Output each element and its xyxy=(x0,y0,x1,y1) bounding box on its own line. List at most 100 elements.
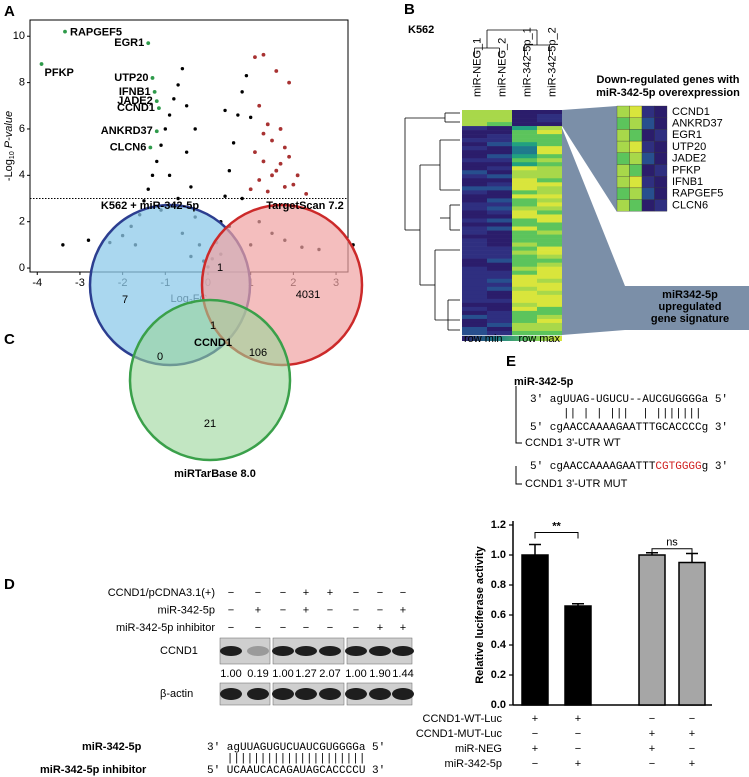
condition-sign: − xyxy=(327,604,333,616)
point xyxy=(287,154,291,159)
heatmap-cell xyxy=(487,230,512,235)
bracket xyxy=(515,386,522,444)
y-tick-label: 1.0 xyxy=(491,549,506,561)
heatmap-cell xyxy=(512,150,537,155)
heatmap-cell xyxy=(462,318,487,324)
gene-label: EGR1 xyxy=(114,37,144,49)
base-pairs: || | | ||| | ||||||| xyxy=(530,408,702,420)
heatmap-cell xyxy=(487,278,512,284)
heatmap-cell xyxy=(512,290,537,296)
condition-label: miR-342-5p inhibitor xyxy=(116,622,215,634)
band-ratio: 2.07 xyxy=(319,668,340,680)
heatmap-cell xyxy=(487,166,512,171)
zoom-cell xyxy=(654,129,668,142)
heatmap-cell xyxy=(462,118,487,123)
band xyxy=(319,688,341,700)
heatmap-cell xyxy=(462,270,487,276)
heatmap-cell xyxy=(537,286,562,292)
heatmap-cell xyxy=(537,270,562,276)
heatmap-cell xyxy=(512,182,537,187)
zoom-cell xyxy=(616,187,630,200)
heatmap-cell xyxy=(462,262,487,267)
y-axis-label-part: -Log xyxy=(3,159,15,181)
seq-label: CCND1 3'-UTR MUT xyxy=(525,478,628,490)
zoom-cell xyxy=(629,187,643,200)
heatmap-cell xyxy=(537,134,562,139)
condition-sign: − xyxy=(255,622,261,634)
heatmap-cell xyxy=(462,274,487,280)
heatmap-cell xyxy=(462,146,487,151)
condition-sign: − xyxy=(649,713,655,725)
heatmap-cell xyxy=(487,234,512,239)
heatmap-cell xyxy=(537,246,562,251)
gene-label: UTP20 xyxy=(114,72,148,84)
point xyxy=(184,104,189,108)
heatmap-cell xyxy=(537,290,562,296)
heatmap-cell xyxy=(462,206,487,211)
set-label: TargetScan 7.2 xyxy=(266,200,343,212)
panel-label: E xyxy=(506,353,516,370)
heatmap-cell xyxy=(462,298,487,304)
error-bar xyxy=(686,552,698,563)
heatmap-cell xyxy=(537,262,562,267)
point xyxy=(253,150,257,155)
condition-label: CCND1-MUT-Luc xyxy=(416,728,503,740)
heatmap-cell xyxy=(512,282,537,288)
sequence-part: CGTGGGG xyxy=(655,461,701,473)
sequence: 5' cgAACCAAAAGAATTTCGTGGGGg 3' xyxy=(530,461,728,473)
heatmap-cell xyxy=(537,146,562,151)
significance-bracket xyxy=(534,532,579,539)
heatmap-cell xyxy=(487,110,512,115)
panel-label: B xyxy=(404,1,415,18)
cell-line: K562 xyxy=(408,24,434,36)
zoom-cell xyxy=(629,105,643,118)
heatmap-cell xyxy=(537,238,562,243)
y-tick-label: 8 xyxy=(19,77,25,89)
y-tick-label: 2 xyxy=(19,216,25,228)
heatmap-cell xyxy=(487,202,512,207)
heatmap-cell xyxy=(537,130,562,135)
x-tick-label: -4 xyxy=(32,277,42,289)
band xyxy=(272,688,294,700)
heatmap-cell xyxy=(537,198,562,203)
heatmap-cell xyxy=(512,158,537,163)
heatmap-cell xyxy=(512,198,537,203)
condition-sign: − xyxy=(532,758,538,770)
point xyxy=(282,145,287,150)
heatmap-cell xyxy=(537,114,562,119)
heatmap-cell xyxy=(537,282,562,288)
heatmap-cell xyxy=(462,214,487,219)
heatmap-cell xyxy=(462,230,487,235)
zoom-cell xyxy=(654,187,668,200)
heatmap-cell xyxy=(462,226,487,231)
heatmap-cell xyxy=(462,302,487,308)
gene-label: ANKRD37 xyxy=(101,125,153,137)
heatmap-cell xyxy=(462,190,487,195)
heatmap-cell xyxy=(537,122,562,127)
heatmap-cell xyxy=(537,178,562,183)
point xyxy=(176,83,180,87)
condition-sign: + xyxy=(689,758,695,770)
venn-count: 1 xyxy=(217,262,223,274)
heatmap-cell xyxy=(487,114,512,119)
condition-sign: − xyxy=(400,587,406,599)
band xyxy=(345,688,367,700)
heatmap-cell xyxy=(537,298,562,304)
point xyxy=(148,145,153,150)
gene-label: IFNB1 xyxy=(119,86,151,98)
heatmap-cell xyxy=(487,330,512,336)
point xyxy=(146,187,150,191)
zoom-cell xyxy=(629,164,643,177)
heatmap-cell xyxy=(537,186,562,191)
heatmap-cell xyxy=(487,242,512,247)
point xyxy=(227,168,232,173)
heatmap-cell xyxy=(512,306,537,312)
point xyxy=(146,41,151,46)
heatmap-cell xyxy=(487,298,512,304)
zoom-cell xyxy=(641,164,655,177)
gene-name: ANKRD37 xyxy=(672,117,723,129)
point xyxy=(39,62,44,66)
heatmap-cell xyxy=(537,194,562,199)
band xyxy=(392,688,414,700)
